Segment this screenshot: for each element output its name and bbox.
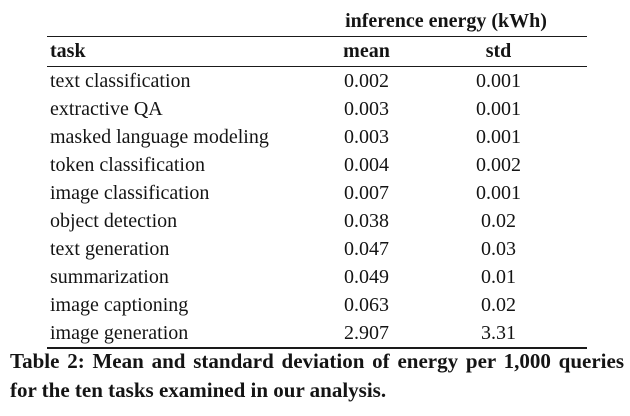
table-caption: Table 2: Mean and standard deviation of … [10,349,624,402]
task-cell: masked language modeling [50,125,269,148]
task-cell: summarization [50,265,169,288]
mean-cell: 0.003 [344,125,389,148]
span-header-row: inference energy (kWh) [47,6,587,37]
mean-cell: 0.047 [344,237,389,260]
table-row: token classification 0.004 0.002 [47,151,587,179]
table-body: text classification 0.002 0.001 extracti… [47,67,587,349]
table-row: text classification 0.002 0.001 [47,67,587,96]
task-cell: image generation [47,319,305,349]
column-header-mean: mean [305,36,428,67]
task-cell: text classification [50,69,191,92]
std-cell: 0.001 [476,181,521,204]
span-header-inference-energy: inference energy (kWh) [305,6,587,37]
mean-cell: 2.907 [305,319,428,349]
column-header-task: task [47,36,305,67]
table-row: image generation 2.907 3.31 [47,319,587,349]
std-cell: 0.002 [476,153,521,176]
std-cell: 0.001 [476,97,521,120]
table-row: object detection 0.038 0.02 [47,207,587,235]
span-row-spacer [47,6,305,37]
mean-cell: 0.002 [344,69,389,92]
table-row: extractive QA 0.003 0.001 [47,95,587,123]
std-cell: 0.01 [481,265,516,288]
mean-cell: 0.007 [344,181,389,204]
table-row: summarization 0.049 0.01 [47,263,587,291]
column-header-std: std [428,36,587,67]
std-cell: 0.03 [481,237,516,260]
mean-cell: 0.004 [344,153,389,176]
task-cell: text generation [50,237,170,260]
task-cell: token classification [50,153,205,176]
mean-cell: 0.003 [344,97,389,120]
task-cell: extractive QA [50,97,163,120]
std-cell: 0.02 [481,293,516,316]
inference-energy-table: inference energy (kWh) task mean std tex… [47,6,587,349]
mean-cell: 0.049 [344,265,389,288]
std-cell: 0.02 [481,209,516,232]
table-row: masked language modeling 0.003 0.001 [47,123,587,151]
table-row: image classification 0.007 0.001 [47,179,587,207]
task-cell: image classification [50,181,210,204]
mean-cell: 0.038 [344,209,389,232]
std-cell: 3.31 [428,319,587,349]
task-cell: object detection [50,209,178,232]
task-cell: image captioning [50,293,189,316]
std-cell: 0.001 [476,125,521,148]
table-row: image captioning 0.063 0.02 [47,291,587,319]
mean-cell: 0.063 [344,293,389,316]
column-header-row: task mean std [47,36,587,67]
table-row: text generation 0.047 0.03 [47,235,587,263]
std-cell: 0.001 [476,69,521,92]
